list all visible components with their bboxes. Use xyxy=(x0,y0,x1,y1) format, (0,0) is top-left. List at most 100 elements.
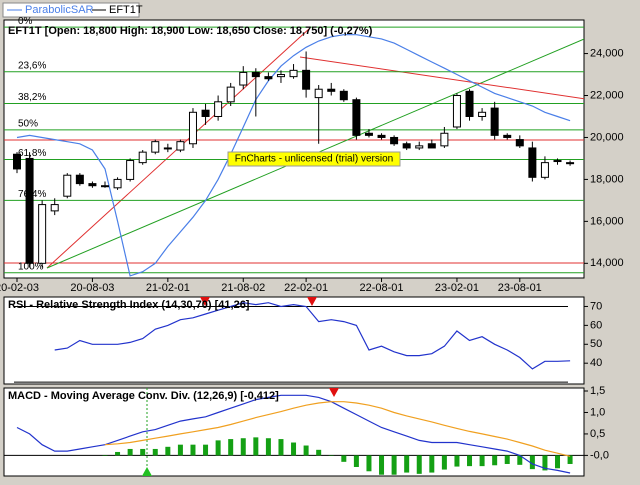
fib-label: 61,8% xyxy=(18,148,46,159)
candle-body xyxy=(352,99,361,136)
histogram-bar xyxy=(115,451,121,456)
candle-body xyxy=(515,139,524,147)
candle-body xyxy=(239,71,248,86)
candle-body xyxy=(540,162,549,178)
histogram-bar xyxy=(517,455,523,465)
candle-body xyxy=(377,134,386,138)
histogram-bar xyxy=(177,444,183,456)
histogram-bar xyxy=(291,442,297,456)
rsi-title: RSI - Relative Strength Index (14,30,70)… xyxy=(8,299,250,311)
histogram-bar xyxy=(253,437,259,456)
candle-body xyxy=(264,76,273,80)
y-tick-label: 16,000 xyxy=(590,215,624,227)
y-tick-label: 1,5 xyxy=(590,385,605,397)
y-tick-label: 60 xyxy=(590,319,602,331)
candle-body xyxy=(528,147,537,178)
sar-line xyxy=(16,34,571,277)
histogram-bar xyxy=(127,448,133,456)
y-tick-label: 1,0 xyxy=(590,406,605,418)
sell-signal xyxy=(329,388,339,397)
histogram-bar xyxy=(479,455,485,467)
macd-panel xyxy=(3,387,585,477)
histogram-bar xyxy=(366,455,372,472)
candle-body xyxy=(314,88,323,99)
candle-body xyxy=(251,71,260,78)
histogram-bar xyxy=(303,445,309,456)
y-tick-label: 20,000 xyxy=(590,131,624,143)
candle-body xyxy=(490,107,499,136)
candle-body xyxy=(88,183,97,187)
y-tick-label: 22,000 xyxy=(590,89,624,101)
fib-label: 0% xyxy=(18,16,33,27)
price-plot xyxy=(4,26,584,277)
rsi-line xyxy=(54,302,571,370)
histogram-bar xyxy=(391,455,397,475)
candle-body xyxy=(327,88,336,92)
histogram-bar xyxy=(567,455,573,464)
y-tick-label: 0,5 xyxy=(590,428,605,440)
rsi-plot xyxy=(14,302,571,383)
histogram-bar xyxy=(467,455,473,467)
candle-body xyxy=(402,143,411,149)
histogram-bar xyxy=(504,455,510,464)
axes: 14,000 16,000 18,000 20,000 22,000 24,000 20-0… xyxy=(0,47,624,461)
price-panel xyxy=(3,19,585,279)
fib-label: 100% xyxy=(18,261,44,272)
x-tick-label: 21-02-01 xyxy=(146,282,190,294)
y-tick-label: 18,000 xyxy=(590,173,624,185)
x-tick-label: 22-02-01 xyxy=(284,282,328,294)
candle-body xyxy=(465,90,474,117)
candle-body xyxy=(176,141,185,151)
candle-body xyxy=(214,101,223,117)
legend: ParabolicSAR EFT1T xyxy=(2,2,143,18)
histogram-bar xyxy=(265,438,271,456)
histogram-bar xyxy=(555,455,561,469)
macd-plot xyxy=(4,388,584,476)
histogram-bar xyxy=(152,448,158,456)
legend-box xyxy=(2,2,140,18)
histogram-bar xyxy=(454,455,460,467)
legend-label: EFT1T xyxy=(109,4,143,16)
histogram-bar xyxy=(542,455,548,471)
candle-body xyxy=(452,95,461,128)
fib-label: 50% xyxy=(18,119,38,130)
macd-line xyxy=(16,394,571,474)
candle-body xyxy=(415,145,424,149)
x-tick-label: 23-08-01 xyxy=(498,282,542,294)
x-tick-label: 20-08-03 xyxy=(70,282,114,294)
histogram-bar xyxy=(404,455,410,473)
candle-body xyxy=(138,151,147,164)
candle-body xyxy=(113,178,122,189)
candle-body xyxy=(503,134,512,138)
histogram-bar xyxy=(441,455,447,470)
macd-title: MACD - Moving Average Conv. Div. (12,26,… xyxy=(8,390,279,402)
x-tick-label: 21-08-02 xyxy=(221,282,265,294)
histogram-bar xyxy=(429,455,435,473)
candle-body xyxy=(201,109,210,117)
histogram-bar xyxy=(416,455,422,474)
candle-body xyxy=(390,136,399,145)
y-tick-label: -0,0 xyxy=(590,449,609,461)
histogram-bar xyxy=(353,455,359,467)
sell-signal xyxy=(307,297,317,306)
candle-body xyxy=(364,132,373,136)
histogram-bar xyxy=(278,439,284,456)
candle-body xyxy=(63,174,72,197)
watermark: FnCharts - unlicensed (trial) version xyxy=(235,154,393,165)
candle-body xyxy=(302,69,311,90)
y-tick-label: 40 xyxy=(590,357,602,369)
price-header: EFT1T [Open: 18,800 High: 18,900 Low: 18… xyxy=(8,25,373,37)
watermark-box xyxy=(227,151,401,167)
fib-label: 76,4% xyxy=(18,189,46,200)
histogram-bar xyxy=(492,455,498,466)
candle-body xyxy=(25,157,34,264)
histogram-bar xyxy=(215,440,221,456)
candle-body xyxy=(553,160,562,163)
histogram-bar xyxy=(228,439,234,456)
candle-body xyxy=(75,174,84,185)
histogram-bar xyxy=(316,449,322,456)
candle-body xyxy=(100,185,109,188)
histogram-bar xyxy=(341,455,347,462)
candle-body xyxy=(126,160,135,180)
histogram-bar xyxy=(379,455,385,475)
